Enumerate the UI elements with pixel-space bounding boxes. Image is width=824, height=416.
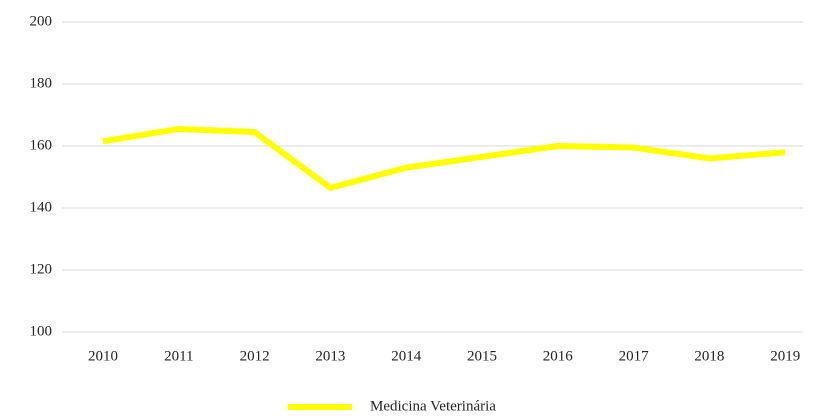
y-tick-label: 160 <box>30 137 53 153</box>
x-tick-label: 2013 <box>315 348 345 364</box>
line <box>102 125 786 191</box>
x-tick-label: 2010 <box>88 348 118 364</box>
x-tick-label: 2019 <box>770 348 800 364</box>
legend-label: Medicina Veterinária <box>370 398 496 414</box>
x-tick-label: 2012 <box>240 348 270 364</box>
x-tick-label: 2018 <box>694 348 724 364</box>
y-tick-label: 200 <box>30 13 53 29</box>
y-tick-label: 180 <box>30 75 53 91</box>
y-tick-label: 140 <box>30 199 53 215</box>
y-tick-label: 100 <box>30 323 53 339</box>
y-tick-label: 120 <box>30 261 53 277</box>
x-tick-label: 2015 <box>467 348 497 364</box>
x-tick-label: 2017 <box>619 348 650 364</box>
x-tick-label: 2014 <box>391 348 422 364</box>
x-tick-label: 2016 <box>543 348 574 364</box>
x-tick-label: 2011 <box>164 348 193 364</box>
